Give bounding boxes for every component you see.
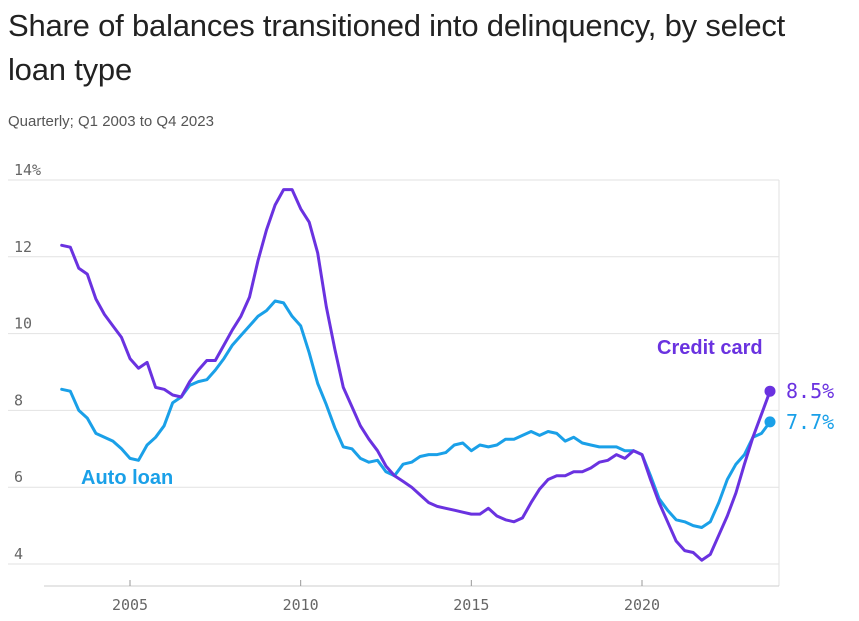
x-tick-label: 2010 (283, 596, 319, 614)
auto-loan-end-dot (764, 416, 776, 428)
auto-loan-line (60, 299, 772, 529)
chart-title: Share of balances transitioned into deli… (8, 8, 786, 87)
series-labels: Credit card Auto loan 8.5% 7.7% (81, 337, 834, 489)
y-tick-label: 8 (14, 391, 23, 409)
series-lines (60, 188, 776, 562)
y-tick-label: 10 (14, 315, 32, 333)
credit-card-label: Credit card (657, 337, 763, 359)
y-tick-label: 6 (14, 468, 23, 486)
auto-loan-end-label: 7.7% (786, 410, 834, 434)
auto-loan-label: Auto loan (81, 467, 173, 489)
chart-subtitle: Quarterly; Q1 2003 to Q4 2023 (8, 113, 214, 130)
y-tick-label: 4 (14, 545, 23, 563)
gridlines (8, 179, 780, 586)
credit-card-end-dot (764, 385, 776, 397)
x-tick-label: 2020 (624, 596, 660, 614)
y-tick-label: 12 (14, 238, 32, 256)
credit-card-end-label: 8.5% (786, 379, 834, 403)
x-tick-label: 2015 (453, 596, 489, 614)
axes: 4 6 8 10 12 14% 2005 2010 2015 2020 (14, 161, 779, 614)
credit-card-line (60, 188, 772, 562)
y-tick-label: 14% (14, 161, 41, 179)
x-tick-label: 2005 (112, 596, 148, 614)
